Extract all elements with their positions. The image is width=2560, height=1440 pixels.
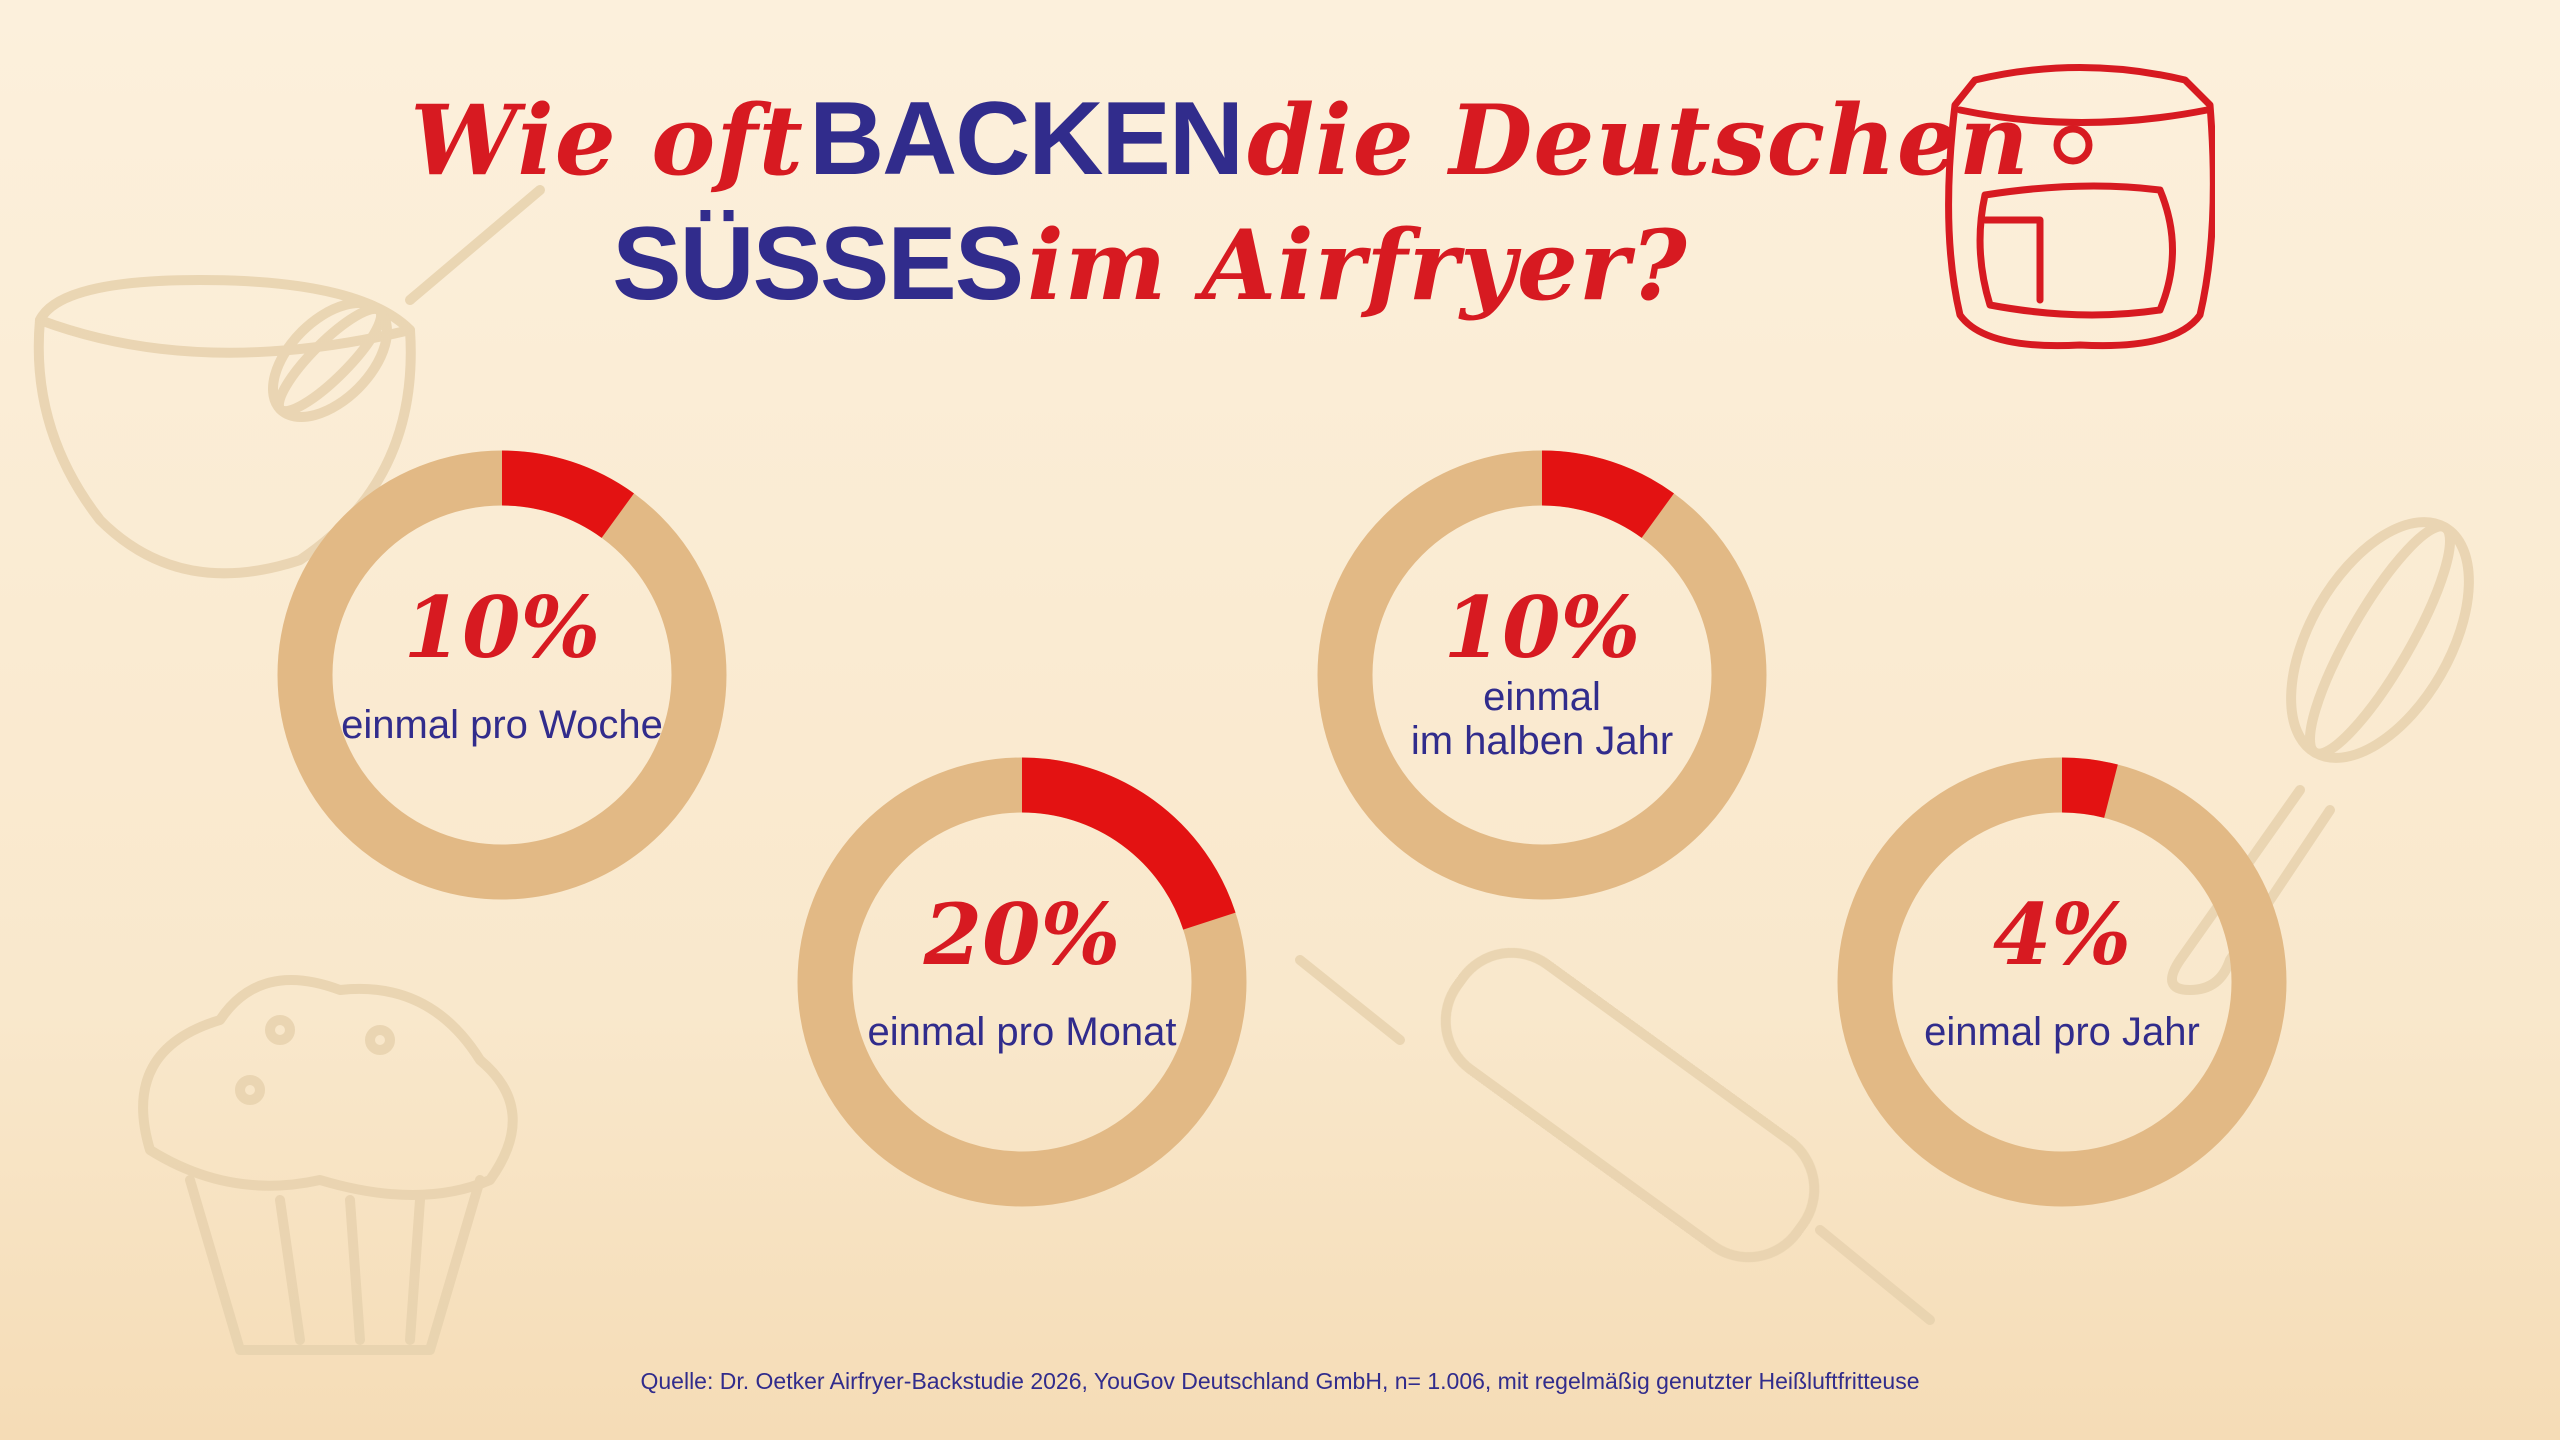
donut-einmal-pro-monat: 20% einmal pro Monat <box>797 757 1247 1207</box>
percent-label: 4% <box>1993 885 2131 984</box>
caption-label: einmal <box>1483 675 1601 719</box>
bowl-whisk-icon <box>33 185 545 579</box>
rolling-pin-icon <box>1295 947 1935 1325</box>
whisk-icon <box>2167 517 2474 995</box>
title-part-im-airfryer: im Airfryer? <box>1027 209 1688 322</box>
donut-segment <box>1021 757 1236 931</box>
donut-einmal-pro-jahr: 4% einmal pro Jahr <box>1837 757 2287 1207</box>
title-line-2: SÜSSES im Airfryer? <box>0 205 2430 324</box>
muffin-icon <box>138 975 518 1355</box>
title-part-die-deutschen: die Deutschen <box>1247 84 2030 197</box>
donut-einmal-pro-woche: 10% einmal pro Woche <box>277 450 727 900</box>
donut-segment <box>2061 757 2118 818</box>
airfryer-icon <box>1945 64 2215 350</box>
title-line-1: Wie oft BACKEN die Deutschen <box>0 80 2500 199</box>
percent-label: 20% <box>923 885 1121 984</box>
caption-label: einmal pro Monat <box>867 1010 1176 1054</box>
title-part-suesses: SÜSSES <box>612 206 1024 322</box>
percent-label: 10% <box>404 578 601 677</box>
caption-label: einmal pro Woche <box>341 703 663 747</box>
donut-segment <box>1541 450 1674 539</box>
title-part-wie-oft: Wie oft <box>410 84 804 197</box>
donut-segment <box>501 450 634 539</box>
title-part-backen: BACKEN <box>809 81 1244 197</box>
source-note: Quelle: Dr. Oetker Airfryer-Backstudie 2… <box>640 1368 1920 1394</box>
caption-label: einmal pro Jahr <box>1924 1010 2200 1054</box>
caption-label: im halben Jahr <box>1411 719 1673 763</box>
percent-label: 10% <box>1444 578 1641 677</box>
